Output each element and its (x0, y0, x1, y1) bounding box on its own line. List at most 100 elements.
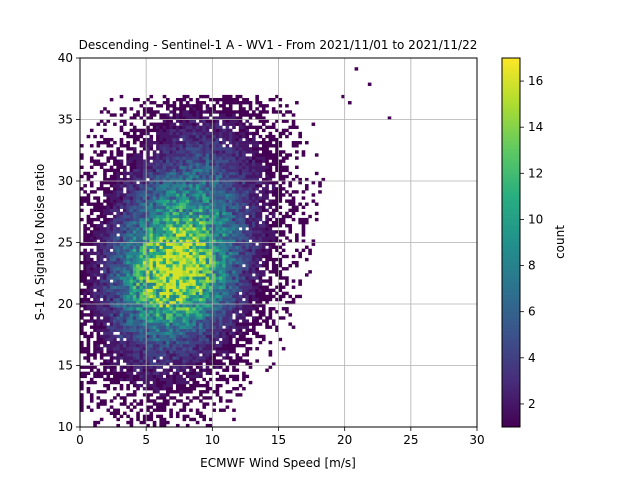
histogram-bin (189, 347, 193, 351)
histogram-bin (232, 227, 236, 231)
histogram-bin (222, 205, 226, 209)
histogram-bin (252, 319, 256, 323)
histogram-bin (301, 150, 306, 154)
histogram-bin (222, 356, 226, 360)
histogram-bin (179, 156, 183, 160)
histogram-bin (185, 343, 190, 348)
histogram-bin (192, 319, 197, 323)
histogram-bin (189, 374, 193, 379)
histogram-bin (139, 279, 144, 283)
histogram-bin (149, 297, 154, 302)
histogram-bin (175, 97, 180, 102)
histogram-bin (162, 267, 167, 271)
histogram-bin (189, 245, 193, 249)
histogram-bin (265, 193, 269, 197)
histogram-bin (225, 350, 230, 354)
histogram-bin (126, 353, 130, 357)
histogram-bin (93, 300, 97, 305)
histogram-bin (202, 322, 207, 326)
histogram-bin (278, 273, 283, 277)
histogram-bin (242, 171, 246, 176)
histogram-bin (149, 205, 154, 209)
histogram-bin (255, 208, 259, 213)
histogram-bin (252, 239, 256, 243)
histogram-bin (215, 205, 220, 209)
histogram-bin (126, 297, 130, 302)
histogram-bin (278, 297, 283, 302)
histogram-bin (159, 177, 164, 182)
histogram-bin (232, 248, 236, 253)
histogram-bin (106, 168, 111, 173)
histogram-bin (175, 340, 180, 345)
histogram-bin (159, 328, 164, 332)
histogram-bin (278, 220, 283, 225)
histogram-bin (218, 110, 223, 114)
histogram-bin (202, 328, 207, 332)
histogram-bin (149, 177, 154, 182)
histogram-bin (149, 313, 154, 317)
histogram-bin (242, 248, 246, 253)
histogram-bin (182, 408, 187, 412)
histogram-bin (261, 248, 266, 253)
histogram-bin (209, 199, 213, 203)
histogram-bin (162, 94, 167, 99)
histogram-bin (222, 202, 226, 206)
histogram-bin (169, 267, 173, 271)
histogram-bin (179, 254, 183, 259)
histogram-bin (156, 310, 160, 314)
histogram-bin (225, 353, 230, 357)
histogram-bin (285, 291, 289, 296)
histogram-bin (146, 224, 150, 228)
histogram-bin (156, 214, 160, 219)
histogram-bin (159, 393, 164, 397)
histogram-bin (222, 230, 226, 234)
histogram-bin (202, 368, 207, 372)
histogram-bin (116, 227, 120, 231)
histogram-bin (159, 322, 164, 326)
histogram-bin (235, 134, 240, 139)
histogram-bin (199, 227, 203, 231)
histogram-bin (255, 214, 259, 219)
histogram-bin (80, 387, 84, 391)
histogram-bin (205, 353, 210, 357)
histogram-bin (129, 294, 134, 299)
histogram-bin (261, 260, 266, 265)
histogram-bin (189, 340, 193, 345)
histogram-bin (202, 171, 207, 176)
histogram-bin (228, 251, 233, 256)
histogram-bin (195, 214, 200, 219)
histogram-bin (252, 257, 256, 262)
histogram-bin (235, 227, 240, 231)
histogram-bin (126, 340, 130, 345)
histogram-bin (278, 184, 283, 188)
histogram-bin (185, 319, 190, 323)
histogram-bin (162, 408, 167, 412)
histogram-bin (195, 300, 200, 305)
histogram-bin (218, 177, 223, 182)
histogram-bin (228, 181, 233, 185)
histogram-bin (185, 313, 190, 317)
histogram-bin (139, 159, 144, 163)
histogram-bin (169, 144, 173, 148)
histogram-bin (146, 316, 150, 320)
histogram-bin (109, 156, 114, 160)
histogram-bin (318, 184, 322, 188)
histogram-bin (255, 211, 259, 216)
histogram-bin (182, 205, 187, 209)
histogram-bin (99, 285, 104, 289)
histogram-bin (242, 322, 246, 326)
histogram-bin (169, 128, 173, 133)
histogram-bin (132, 159, 137, 163)
histogram-bin (159, 371, 164, 376)
histogram-bin (252, 217, 256, 222)
histogram-bin (156, 387, 160, 391)
histogram-bin (205, 402, 210, 406)
histogram-bin (116, 217, 120, 222)
histogram-bin (182, 291, 187, 296)
histogram-bin (185, 257, 190, 262)
histogram-bin (142, 276, 147, 280)
histogram-bin (116, 150, 120, 154)
histogram-bin (93, 310, 97, 314)
histogram-bin (202, 239, 207, 243)
histogram-bin (113, 285, 117, 289)
